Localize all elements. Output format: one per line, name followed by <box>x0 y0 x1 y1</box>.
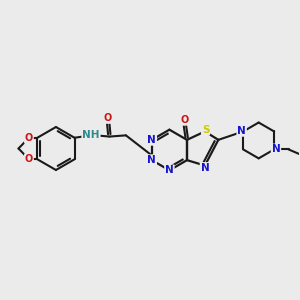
Text: N: N <box>237 126 246 136</box>
Text: O: O <box>25 154 33 164</box>
Text: N: N <box>147 155 156 165</box>
Text: O: O <box>25 133 33 143</box>
Text: N: N <box>272 144 280 154</box>
Text: O: O <box>104 113 112 123</box>
Text: NH: NH <box>82 130 100 140</box>
Text: O: O <box>181 115 189 125</box>
Text: S: S <box>202 125 209 135</box>
Text: N: N <box>147 135 156 145</box>
Text: N: N <box>200 163 209 173</box>
Text: N: N <box>165 165 174 175</box>
